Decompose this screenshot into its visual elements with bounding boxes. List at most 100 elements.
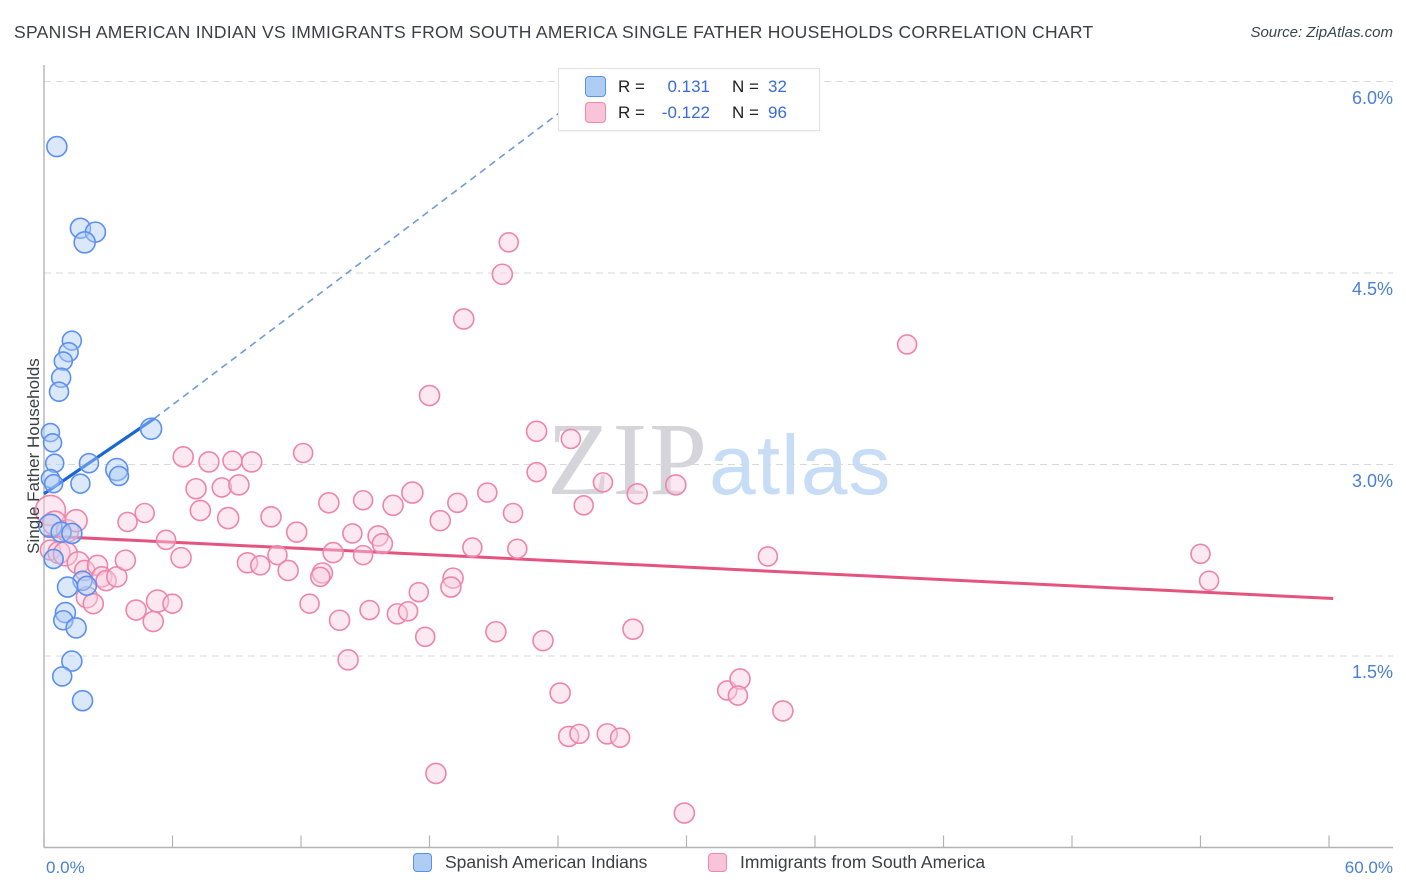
blue-series-swatch — [585, 76, 606, 97]
pink-data-point — [342, 523, 363, 544]
blue-data-point — [48, 381, 70, 403]
pink-data-point — [442, 567, 464, 589]
pink-data-point — [371, 532, 394, 555]
y-tick-label-3: 3.0% — [1351, 471, 1393, 491]
pink-data-point — [491, 263, 514, 286]
blue-series-label: Spanish American Indians — [445, 852, 648, 872]
pink-data-point — [198, 451, 220, 473]
pink-data-point — [401, 481, 424, 504]
pink-data-point — [299, 593, 320, 614]
blue-data-point — [58, 341, 79, 363]
pink-data-point — [462, 537, 483, 558]
pink-series-swatch — [585, 102, 606, 123]
x-tick-label-min: 0.0% — [46, 858, 85, 877]
blue-data-point — [70, 473, 91, 494]
r-value: 0.131 — [667, 76, 710, 96]
pink-data-point — [106, 566, 128, 588]
bottom-legend-blue: Spanish American Indians — [413, 852, 647, 873]
blue-data-point — [105, 457, 129, 482]
pink-data-point — [560, 428, 582, 450]
source-attribution: Source: ZipAtlas.com — [1250, 24, 1393, 41]
pink-data-point — [673, 802, 696, 824]
pink-data-point — [228, 474, 250, 496]
pink-data-point — [485, 620, 507, 643]
pink-data-point — [322, 541, 344, 564]
y-tick-label-1-5: 1.5% — [1351, 662, 1393, 682]
pink-data-point — [397, 601, 419, 622]
pink-data-point — [125, 599, 147, 621]
pink-data-point — [425, 762, 447, 785]
pink-data-point — [172, 446, 195, 468]
pink-data-point — [285, 521, 308, 543]
blue-data-point — [42, 432, 63, 453]
bottom-legend-pink: Immigrants from South America — [708, 852, 985, 873]
pink-data-point — [569, 723, 590, 745]
pink-data-point — [408, 581, 430, 603]
pink-data-point — [64, 508, 88, 533]
page-title: SPANISH AMERICAN INDIAN VS IMMIGRANTS FR… — [14, 22, 1094, 42]
pink-data-point — [626, 483, 649, 505]
pink-data-point — [134, 502, 155, 524]
blue-data-point — [53, 351, 74, 371]
legend-row-blue: R = 0.131 N = 32 — [585, 76, 819, 97]
pink-data-point — [277, 559, 299, 582]
pink-data-point — [162, 593, 183, 614]
n-value: 96 — [768, 102, 787, 122]
pink-data-point — [155, 529, 177, 551]
pink-data-point — [185, 477, 207, 500]
pink-data-point — [498, 232, 520, 253]
pink-data-point — [596, 723, 619, 745]
blue-data-point — [43, 548, 64, 570]
blue-series-swatch — [413, 853, 432, 872]
pink-trend-line — [43, 534, 1334, 601]
pink-data-point — [189, 499, 212, 522]
pink-data-point — [447, 492, 468, 514]
y-axis-title: Single Father Households — [24, 358, 43, 554]
pink-data-point — [609, 727, 631, 749]
pink-data-point — [260, 506, 282, 528]
pink-data-point — [352, 544, 374, 566]
pink-data-point — [292, 442, 314, 464]
pink-data-point — [211, 477, 233, 498]
pink-data-point — [573, 495, 595, 516]
pink-data-point — [117, 511, 138, 533]
r-label: R = — [618, 102, 645, 122]
correlation-legend: R = 0.131 N = 32 R = -0.122 N = 96 — [558, 68, 820, 131]
blue-data-point — [61, 522, 83, 545]
pink-data-point — [267, 544, 288, 566]
blue-data-point — [56, 576, 79, 598]
r-value: -0.122 — [661, 102, 710, 122]
blue-data-point — [108, 465, 130, 487]
pink-data-point — [359, 599, 380, 621]
blue-data-point — [54, 601, 77, 624]
pink-data-point — [1190, 543, 1211, 565]
legend-row-pink: R = -0.122 N = 96 — [585, 102, 819, 123]
pink-data-point — [429, 509, 452, 532]
blue-data-point — [78, 452, 100, 474]
blue-data-point — [76, 575, 98, 597]
pink-data-point — [250, 555, 271, 576]
pink-data-point — [114, 549, 137, 572]
blue-data-point — [43, 473, 64, 494]
blue-data-point — [51, 666, 73, 687]
pink-data-point — [549, 682, 571, 704]
blue-data-point — [38, 513, 63, 539]
n-label: N = — [732, 102, 759, 122]
pink-data-point — [757, 546, 779, 567]
pink-data-point — [328, 609, 351, 632]
pink-data-point — [727, 685, 749, 706]
pink-data-point — [532, 629, 554, 652]
pink-series-swatch — [708, 853, 727, 872]
pink-data-point — [240, 451, 263, 473]
pink-data-point — [216, 506, 240, 530]
pink-data-point — [525, 420, 548, 443]
n-value: 32 — [768, 76, 787, 96]
pink-data-point — [772, 700, 794, 722]
pink-data-point — [440, 576, 462, 598]
y-tick-label-4-5: 4.5% — [1351, 279, 1393, 299]
pink-data-point — [75, 585, 99, 609]
blue-data-point — [46, 135, 68, 158]
r-label: R = — [618, 76, 645, 96]
blue-data-point — [44, 453, 65, 474]
pink-data-point — [352, 489, 374, 511]
